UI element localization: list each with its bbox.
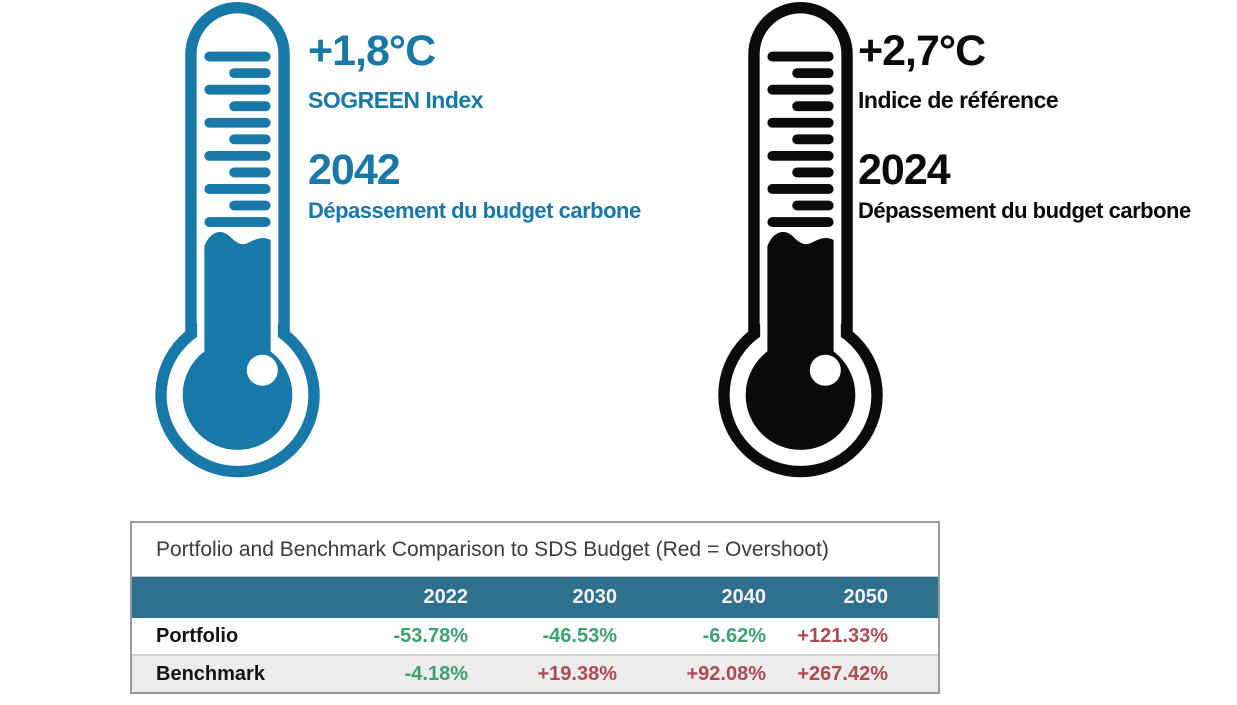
portfolio-overshoot-year: 2042 — [308, 146, 401, 195]
value-cell: -46.53% — [542, 624, 618, 647]
benchmark-overshoot-year: 2024 — [858, 146, 951, 195]
benchmark-thermometer-labels: +2,7°C Indice de référence 2024 Dépassem… — [858, 30, 1191, 224]
table-row: Benchmark -4.18% +19.38% +92.08% +267.42% — [132, 655, 938, 692]
column-header-year: 2050 — [794, 577, 938, 618]
column-header-year: 2030 — [496, 577, 645, 618]
benchmark-index-label: Indice de référence — [858, 87, 1059, 113]
portfolio-temperature: +1,8°C — [308, 27, 436, 75]
benchmark-temperature: +2,7°C — [858, 27, 986, 75]
value-cell: +267.42% — [797, 662, 888, 685]
portfolio-overshoot-label: Dépassement du budget carbone — [308, 198, 641, 224]
value-cell: +92.08% — [686, 662, 766, 685]
portfolio-thermometer-labels: +1,8°C SOGREEN Index 2042 Dépassement du… — [308, 30, 641, 224]
benchmark-overshoot-label: Dépassement du budget carbone — [858, 198, 1191, 224]
row-label: Benchmark — [156, 662, 265, 685]
table-row: Portfolio -53.78% -46.53% -6.62% +121.33% — [132, 618, 938, 655]
value-cell: -4.18% — [404, 662, 468, 685]
thermometer-icon-benchmark — [718, 2, 883, 478]
column-header-year: 2022 — [347, 577, 496, 618]
comparison-table-card: Portfolio and Benchmark Comparison to SD… — [130, 521, 940, 694]
value-cell: +19.38% — [537, 662, 617, 685]
column-header-empty — [132, 577, 347, 618]
table-title: Portfolio and Benchmark Comparison to SD… — [132, 523, 938, 577]
comparison-table: 2022 2030 2040 2050 Portfolio -53.78% -46.53%… — [132, 577, 938, 692]
value-cell: -6.62% — [702, 624, 766, 647]
table-body: Portfolio -53.78% -46.53% -6.62% +121.33% Ben… — [132, 618, 938, 692]
thermometer-icon-portfolio — [155, 2, 320, 478]
row-label: Portfolio — [156, 624, 239, 647]
column-header-year: 2040 — [645, 577, 794, 618]
value-cell: +121.33% — [797, 624, 888, 647]
table-header-row: 2022 2030 2040 2050 — [132, 577, 938, 618]
portfolio-index-label: SOGREEN Index — [308, 87, 483, 113]
value-cell: -53.78% — [393, 624, 469, 647]
